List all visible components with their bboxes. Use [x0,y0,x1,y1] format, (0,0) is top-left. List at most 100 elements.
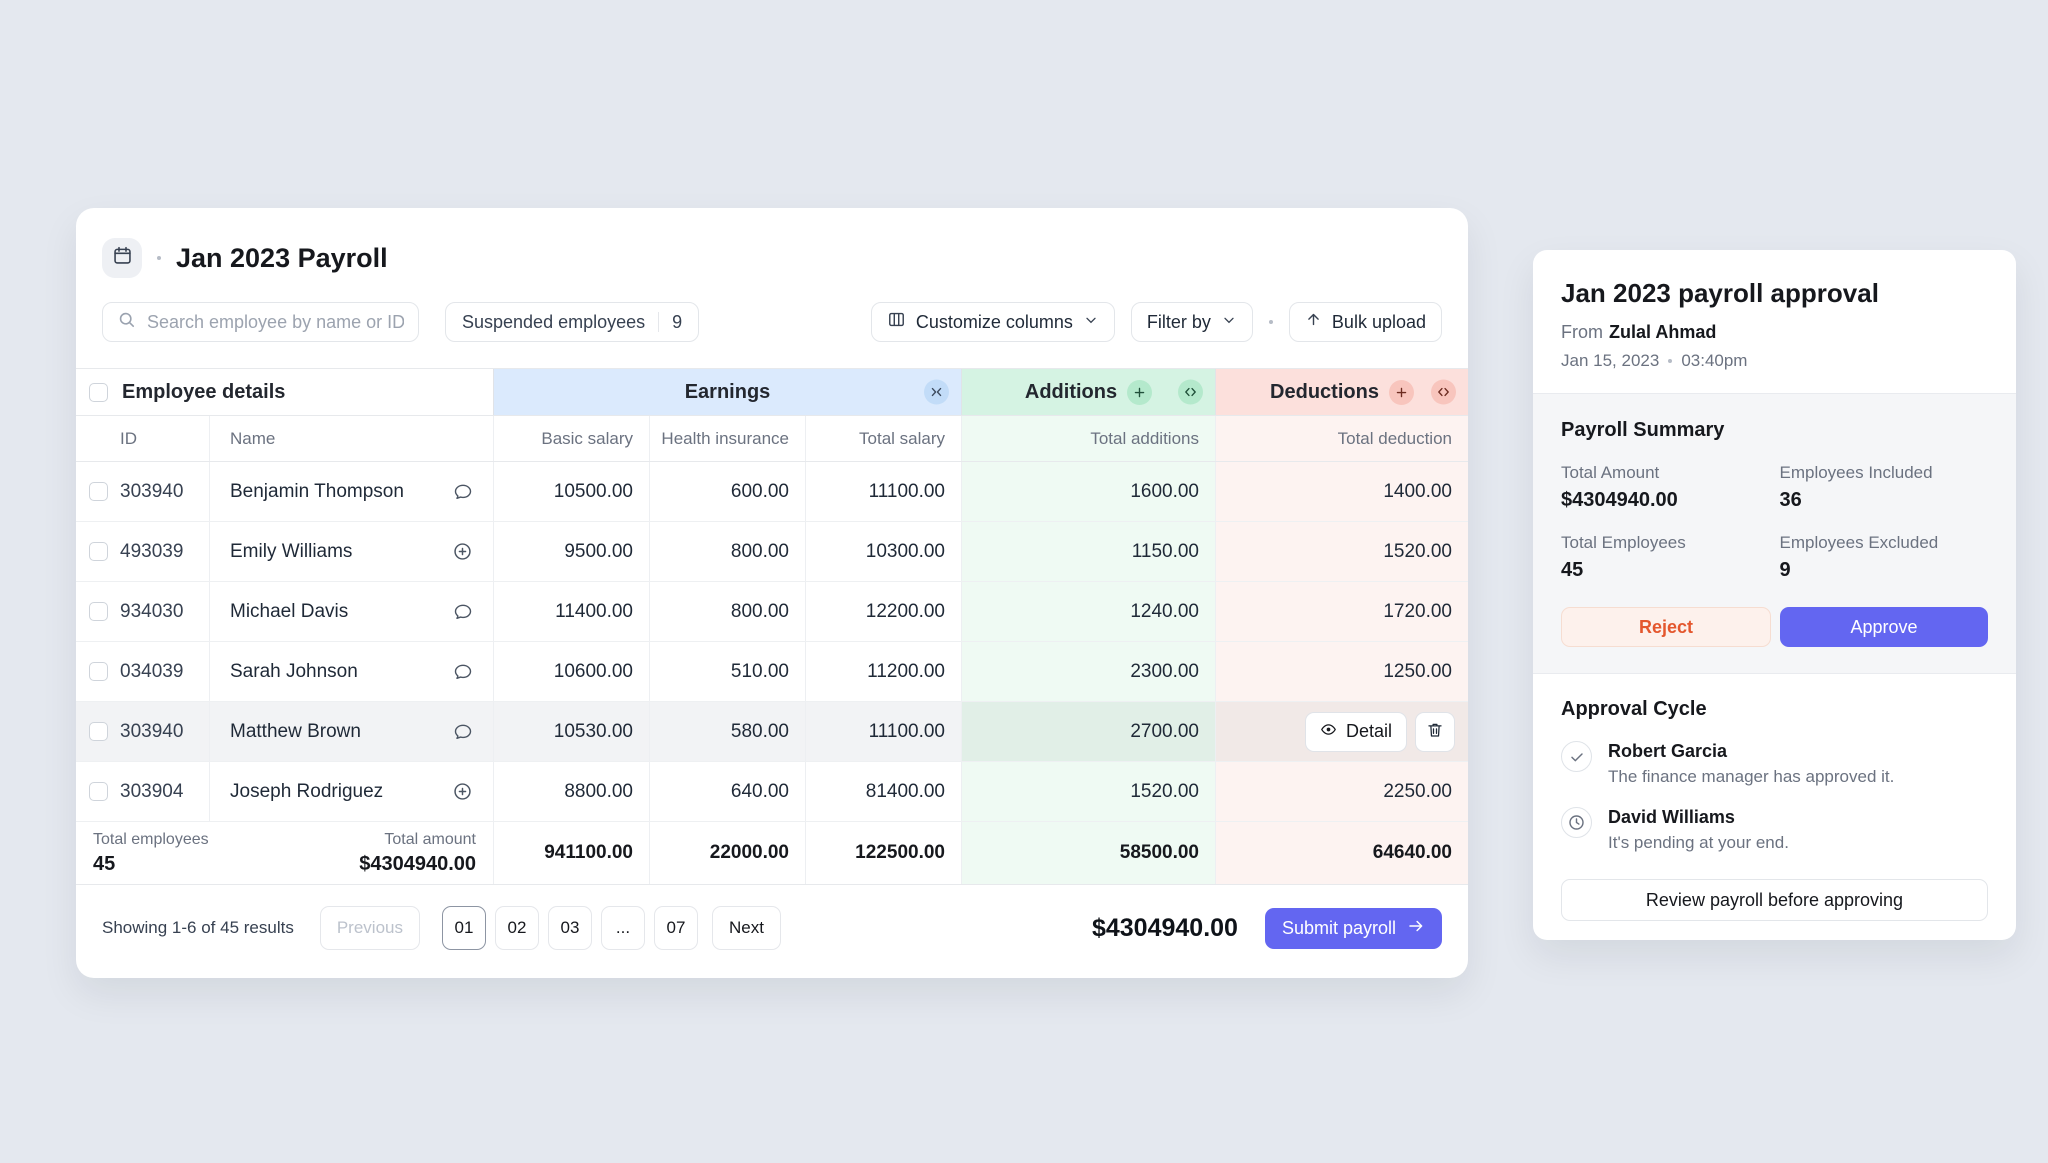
toolbar-right: Customize columns Filter by Bulk upload [870,302,1442,342]
collapse-columns-icon[interactable] [924,379,949,405]
step-name: Robert Garcia [1608,741,1728,761]
dot-separator [1268,320,1273,324]
suspended-employees-filter[interactable]: Suspended employees 9 [445,302,700,342]
search-box[interactable] [102,302,419,342]
customize-columns-button[interactable]: Customize columns [870,302,1115,342]
employee-name: Joseph Rodriguez [230,780,384,802]
add-column-icon[interactable] [1388,379,1414,405]
row-checkbox[interactable] [89,722,108,741]
stat-employees-included: Employees Included 36 [1779,463,1933,511]
basic-salary: 10600.00 [493,642,649,701]
table-row[interactable]: 303904 Joseph Rodriguez 8800.00 640.00 8… [76,762,1468,822]
calendar-icon [112,245,133,271]
approval-step: David Williams It's pending at your end. [1561,807,1988,853]
chip-divider [658,312,660,332]
approval-datetime: Jan 15, 2023 03:40pm [1561,351,1988,371]
total-additions: 1240.00 [961,582,1215,641]
health-insurance: 800.00 [649,582,805,641]
calendar-button[interactable] [102,238,142,278]
col-total-deduction: Total deduction [1215,416,1468,461]
col-basic-salary: Basic salary [493,416,649,461]
col-total-additions: Total additions [961,416,1215,461]
page-button-2[interactable]: 02 [494,906,539,950]
approve-button[interactable]: Approve [1780,607,1988,647]
delete-row-button[interactable] [1415,711,1455,752]
add-row-icon[interactable] [452,541,473,562]
total-salary: 12200.00 [805,582,961,641]
next-page-button[interactable]: Next [711,906,781,950]
approver-name: Zulal Ahmad [1609,322,1717,342]
employee-id: 493039 [120,540,184,562]
suspended-label: Suspended employees [462,311,646,332]
column-header-row: ID Name Basic salary Health insurance To… [76,416,1468,462]
health-insurance: 800.00 [649,522,805,581]
chevron-down-icon [1221,312,1237,333]
add-column-icon[interactable] [1127,379,1153,405]
row-checkbox[interactable] [89,602,108,621]
table-row[interactable]: 934030 Michael Davis 11400.00 800.00 122… [76,582,1468,642]
bottom-bar: Showing 1-6 of 45 results Previous 01 02… [76,885,1468,950]
bulk-upload-button[interactable]: Bulk upload [1288,302,1442,342]
search-icon [117,310,136,334]
reject-button[interactable]: Reject [1561,607,1771,647]
page-ellipsis[interactable]: ... [600,906,645,950]
comment-icon[interactable] [453,722,473,742]
total-amount: Total amount $4304940.00 [359,830,476,875]
basic-salary: 11400.00 [493,582,649,641]
page-button-1[interactable]: 01 [441,906,486,950]
comment-icon[interactable] [453,482,473,502]
total-salary: 11100.00 [805,702,961,761]
page-button-3[interactable]: 03 [547,906,592,950]
check-icon [1561,741,1592,772]
table-row[interactable]: 303940 Benjamin Thompson 10500.00 600.00… [76,462,1468,522]
arrow-right-icon [1407,917,1425,940]
submit-payroll-button[interactable]: Submit payroll [1264,907,1442,949]
total-employees: Total employees 45 [93,830,209,875]
clock-icon [1561,807,1592,838]
row-checkbox[interactable] [89,662,108,681]
total-salary: 10300.00 [805,522,961,581]
employee-name: Matthew Brown [230,720,361,742]
row-checkbox[interactable] [89,542,108,561]
total-deduction-sum: 64640.00 [1215,822,1468,884]
employee-name: Michael Davis [230,600,349,622]
detail-button[interactable]: Detail [1304,711,1407,752]
detail-eye-icon [1320,721,1337,743]
table-row[interactable]: 034039 Sarah Johnson 10600.00 510.00 112… [76,642,1468,702]
select-all-checkbox[interactable] [89,382,108,402]
payroll-summary-section: Payroll Summary Total Amount $4304940.00… [1533,393,2016,674]
total-deduction: 1520.00 [1215,522,1468,581]
row-checkbox[interactable] [89,782,108,801]
stat-employees-excluded: Employees Excluded 9 [1779,533,1939,581]
employee-id: 303940 [120,702,209,761]
comment-icon[interactable] [453,602,473,622]
page-title: Jan 2023 Payroll [176,242,388,273]
review-payroll-button[interactable]: Review payroll before approving [1561,879,1988,921]
approval-cycle-section: Approval Cycle Robert Garcia The finance… [1533,674,2016,853]
employee-id: 303904 [120,780,184,802]
approval-from: From Zulal Ahmad [1561,322,1717,342]
table-row-highlighted[interactable]: 303940 Matthew Brown 10530.00 580.00 111… [76,702,1468,762]
payroll-summary-heading: Payroll Summary [1561,419,1725,441]
row-checkbox[interactable] [89,482,108,501]
previous-page-button[interactable]: Previous [319,906,420,950]
step-name: David Williams [1608,807,1735,827]
page-button-7[interactable]: 07 [653,906,698,950]
total-deduction: 1250.00 [1215,642,1468,701]
approval-cycle-heading: Approval Cycle [1561,698,1707,720]
approval-card: Jan 2023 payroll approval From Zulal Ahm… [1533,250,2016,940]
filter-by-button[interactable]: Filter by [1130,302,1253,342]
step-status: The finance manager has approved it. [1608,767,1895,786]
results-count: Showing 1-6 of 45 results [102,918,294,937]
comment-icon[interactable] [453,662,473,682]
total-additions: 1600.00 [961,462,1215,521]
search-input[interactable] [147,311,404,333]
expand-columns-icon[interactable] [1178,379,1203,405]
approval-date: Jan 15, 2023 [1561,351,1660,370]
table-row[interactable]: 493039 Emily Williams 9500.00 800.00 103… [76,522,1468,582]
add-row-icon[interactable] [452,781,473,802]
col-health-insurance: Health insurance [649,416,805,461]
expand-columns-icon[interactable] [1431,379,1456,405]
employee-id: 303940 [120,480,184,502]
health-insurance: 580.00 [649,702,805,761]
